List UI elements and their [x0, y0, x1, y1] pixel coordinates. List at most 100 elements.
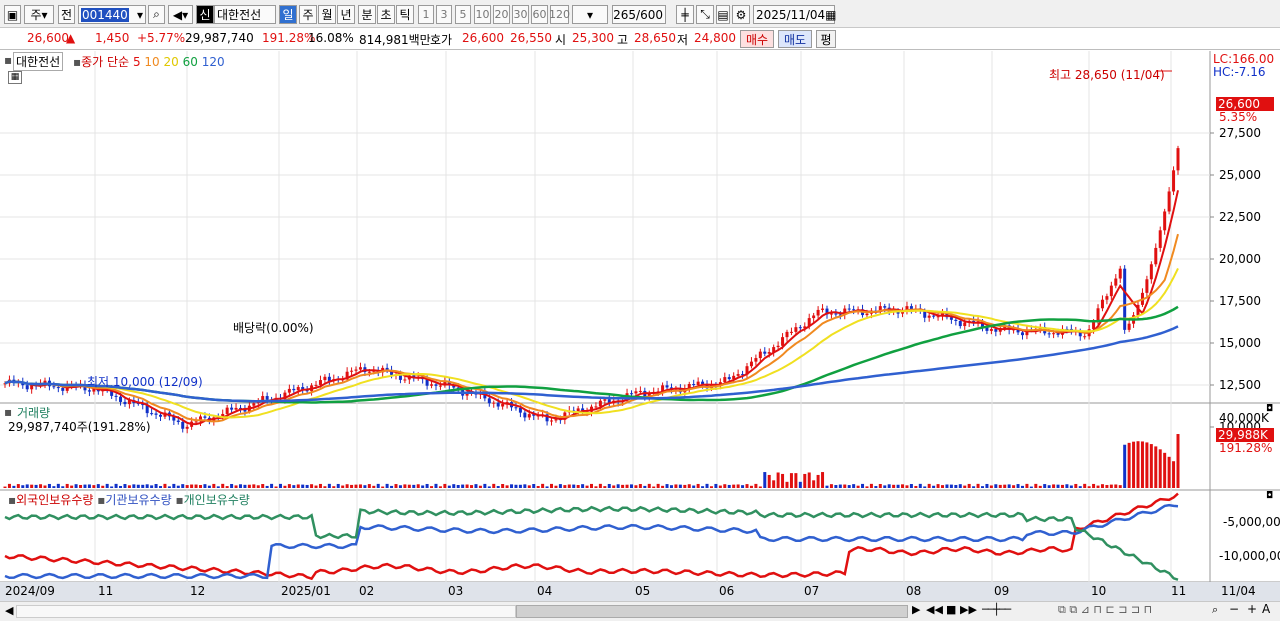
candle-body — [665, 385, 669, 388]
number-button[interactable]: 30 — [512, 5, 529, 24]
candle-body — [1109, 285, 1113, 297]
volume-bar — [39, 484, 43, 488]
rewind-icon[interactable]: ◀◀ — [926, 603, 943, 616]
candle-body — [781, 337, 785, 346]
x-axis-label: 2024/09 — [5, 584, 55, 598]
save-icon[interactable]: ▤ — [716, 5, 730, 24]
candle-body — [598, 400, 602, 407]
window-icon[interactable]: ▣ — [4, 5, 21, 24]
stock-code-input[interactable]: 001440 ▾ — [78, 5, 146, 24]
speaker-icon[interactable]: ◀▾ — [168, 5, 193, 24]
stock-chart[interactable] — [0, 51, 1280, 601]
volume-close-icon[interactable]: ◘ — [1266, 404, 1274, 414]
volume-bar — [1136, 441, 1140, 488]
period-tab[interactable]: 월 — [318, 5, 336, 24]
candle-body — [687, 384, 691, 389]
scroll-thumb[interactable] — [516, 605, 908, 618]
open-label: 시 — [555, 33, 567, 47]
number-button[interactable]: 20 — [493, 5, 510, 24]
volume-bar — [243, 484, 247, 488]
zoom-icon[interactable]: ⌕ — [1212, 603, 1219, 616]
candle-body — [230, 407, 234, 410]
font-icon[interactable]: A — [1262, 602, 1271, 616]
volume-bar — [7, 483, 11, 488]
x-axis-label: 05 — [635, 584, 651, 598]
volume-menu-icon[interactable]: ▪ — [4, 405, 13, 419]
volume-bar — [541, 483, 545, 488]
zoom-slider[interactable]: ──┼── — [982, 603, 1011, 616]
blank-select[interactable]: ▾ — [572, 5, 608, 24]
holding-close-icon[interactable]: ◘ — [1266, 491, 1274, 501]
volume-bar — [296, 484, 300, 488]
candle-body — [1158, 230, 1162, 248]
forward-icon[interactable]: ▶▶ — [960, 603, 977, 616]
candle-body — [1100, 299, 1104, 309]
volume-bar — [221, 483, 225, 488]
volume-bar — [478, 485, 482, 488]
volume-bar — [923, 486, 927, 488]
stock-name-field[interactable]: 대한전선 — [214, 5, 276, 24]
period-tab[interactable]: 년 — [337, 5, 355, 24]
sell-button[interactable]: 매도 — [778, 30, 812, 48]
date-field[interactable]: 2025/11/04 ▦ — [753, 5, 837, 24]
number-button[interactable]: 60 — [531, 5, 548, 24]
volume-bar — [114, 483, 118, 488]
period-tab[interactable]: 일 — [279, 5, 297, 24]
min-note: 최저 10,000 (12/09) — [87, 375, 203, 389]
volume-bar — [758, 486, 762, 488]
number-button[interactable]: 10 — [474, 5, 491, 24]
scroll-right-icon[interactable]: ▶ — [912, 603, 921, 616]
scroll-track[interactable] — [16, 605, 516, 618]
candle-body — [545, 414, 549, 422]
candle-body — [954, 319, 958, 321]
x-axis-area — [0, 582, 1280, 601]
candle-body — [465, 393, 469, 396]
candle-body — [865, 313, 869, 316]
candle-body — [1092, 321, 1096, 330]
volume-bar — [465, 484, 469, 488]
tools-icon[interactable]: ⧉ ⧉ ⊿ ⊓ ⊏ ⊐ ⊐ ⊓ — [1058, 603, 1153, 616]
period-tab[interactable]: 주 — [299, 5, 317, 24]
stop-icon[interactable]: ■ — [946, 603, 957, 616]
candle-body — [763, 351, 767, 354]
volume-bar — [123, 484, 127, 488]
zoom-out-icon[interactable]: − — [1229, 602, 1240, 616]
count-field[interactable]: 265/600 — [612, 5, 666, 24]
individual-holding-line — [4, 505, 1179, 581]
volume-bar — [381, 486, 385, 488]
volume-bar — [1154, 446, 1158, 488]
scroll-left-icon[interactable]: ◀ — [5, 604, 14, 617]
number-button[interactable]: 1 — [418, 5, 434, 24]
volume-bar — [261, 484, 265, 488]
number-button[interactable]: 3 — [436, 5, 452, 24]
volume-bar — [638, 484, 642, 488]
volume-bar — [1043, 484, 1047, 488]
volume-bar — [754, 483, 758, 488]
chart-scrollbar[interactable]: ◀ ▶ ◀◀ ■ ▶▶ ──┼── ⧉ ⧉ ⊿ ⊓ ⊏ ⊐ ⊐ ⊓ ⌕ − + … — [0, 601, 1280, 621]
volume-bar — [612, 485, 616, 488]
search-icon[interactable]: ⌕ — [148, 5, 165, 24]
volume-bar — [350, 484, 354, 488]
gear-icon[interactable]: ⚙ — [732, 5, 750, 24]
volume-bar — [1083, 483, 1087, 488]
candle-body — [532, 414, 536, 416]
panel-menu-icon[interactable]: ▪ — [4, 53, 13, 67]
calendar-icon[interactable]: ▦ — [8, 71, 22, 84]
volume-bar — [1038, 485, 1042, 488]
avg-button[interactable]: 평 — [816, 30, 836, 48]
period-tab[interactable]: 틱 — [396, 5, 414, 24]
candle-body — [159, 414, 163, 417]
draw-icon[interactable]: ⤡ — [696, 5, 714, 24]
candle-icon[interactable]: ╪ — [676, 5, 694, 24]
volume-bar — [252, 484, 256, 488]
buy-button[interactable]: 매수 — [740, 30, 774, 48]
zoom-in-icon[interactable]: + — [1247, 602, 1258, 616]
x-axis-label: 08 — [906, 584, 922, 598]
market-select[interactable]: 주 ▾ — [24, 5, 54, 24]
period-tab[interactable]: 초 — [377, 5, 395, 24]
period-tab[interactable]: 분 — [358, 5, 376, 24]
number-button[interactable]: 5 — [455, 5, 471, 24]
number-button[interactable]: 120 — [549, 5, 570, 24]
volume-bar — [1158, 449, 1162, 488]
prev-button[interactable]: 전 — [58, 5, 75, 24]
